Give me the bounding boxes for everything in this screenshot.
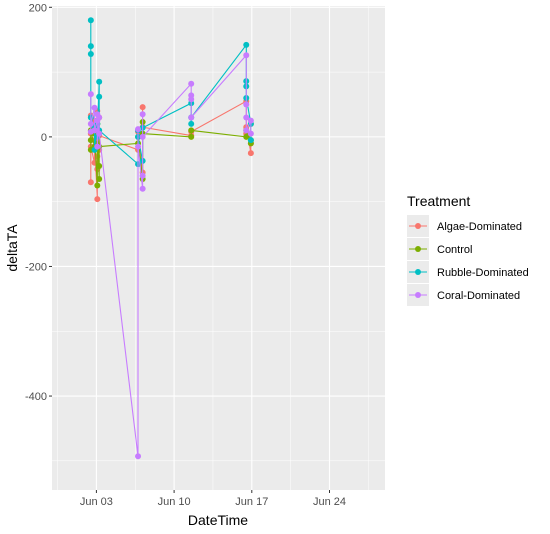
plot-panel xyxy=(52,6,385,490)
data-point xyxy=(243,52,250,59)
series-coral-dominated xyxy=(87,52,254,460)
data-point xyxy=(243,114,250,121)
data-point xyxy=(96,93,103,100)
y-axis-title: deltaTA xyxy=(4,224,20,272)
legend-items: Algae-Dominated Control Rubble-Dominated Co… xyxy=(407,215,529,306)
data-point xyxy=(96,130,103,137)
data-point xyxy=(188,127,195,134)
data-point xyxy=(243,101,250,108)
legend-label: Algae-Dominated xyxy=(437,221,522,233)
data-point xyxy=(139,172,146,179)
data-point xyxy=(91,104,98,111)
data-point xyxy=(96,78,103,85)
data-point xyxy=(87,179,94,186)
data-point xyxy=(87,91,94,98)
x-axis-ticks: Jun 03 Jun 10 Jun 17 Jun 24 xyxy=(80,490,346,508)
data-point xyxy=(188,80,195,87)
data-point xyxy=(188,114,195,121)
data-point xyxy=(96,175,103,182)
data-point xyxy=(87,120,94,127)
series-layer xyxy=(87,17,254,460)
data-point xyxy=(243,133,250,140)
legend-title: Treatment xyxy=(407,193,470,209)
data-point xyxy=(247,130,254,137)
y-tick-label: 200 xyxy=(29,2,47,14)
data-point xyxy=(94,196,101,203)
legend-key-point xyxy=(415,292,421,298)
legend-label: Coral-Dominated xyxy=(437,290,520,302)
x-tick-label: Jun 10 xyxy=(158,496,191,508)
data-point xyxy=(96,163,103,170)
data-point xyxy=(135,143,142,150)
x-tick-label: Jun 17 xyxy=(235,496,268,508)
data-point xyxy=(139,104,146,111)
y-axis-ticks: 200 0 -200 -400 xyxy=(25,2,52,403)
data-point xyxy=(87,43,94,50)
data-point xyxy=(139,111,146,118)
grid-major xyxy=(52,6,385,490)
data-point xyxy=(94,182,101,189)
data-point xyxy=(247,137,254,144)
legend-item-rubble-dominated: Rubble-Dominated xyxy=(407,261,529,283)
x-tick-label: Jun 03 xyxy=(80,496,113,508)
data-point xyxy=(247,150,254,157)
data-point xyxy=(135,453,142,460)
data-point xyxy=(96,114,103,121)
x-axis-title: DateTime xyxy=(188,512,248,528)
data-point xyxy=(94,143,101,150)
data-point xyxy=(188,133,195,140)
data-point xyxy=(87,17,94,24)
data-point xyxy=(243,41,250,48)
data-point xyxy=(243,127,250,134)
legend-label: Control xyxy=(437,244,472,256)
data-point xyxy=(188,120,195,127)
legend-key-point xyxy=(415,246,421,252)
legend-item-control: Control xyxy=(407,238,472,260)
data-point xyxy=(139,185,146,192)
legend-item-coral-dominated: Coral-Dominated xyxy=(407,284,520,306)
x-tick-label: Jun 24 xyxy=(313,496,346,508)
data-point xyxy=(87,50,94,57)
data-point xyxy=(247,117,254,124)
data-point xyxy=(135,126,142,133)
legend-item-algae-dominated: Algae-Dominated xyxy=(407,215,522,237)
y-tick-label: 0 xyxy=(41,132,47,144)
legend-key-point xyxy=(415,269,421,275)
y-tick-label: -400 xyxy=(25,391,47,403)
data-point xyxy=(87,137,94,144)
data-point xyxy=(91,127,98,134)
legend-label: Rubble-Dominated xyxy=(437,267,529,279)
data-point xyxy=(139,133,146,140)
data-point xyxy=(188,96,195,103)
legend: Treatment Algae-Dominated Control Rubble-D… xyxy=(407,193,529,306)
y-tick-label: -200 xyxy=(25,261,47,273)
legend-key-point xyxy=(415,223,421,229)
